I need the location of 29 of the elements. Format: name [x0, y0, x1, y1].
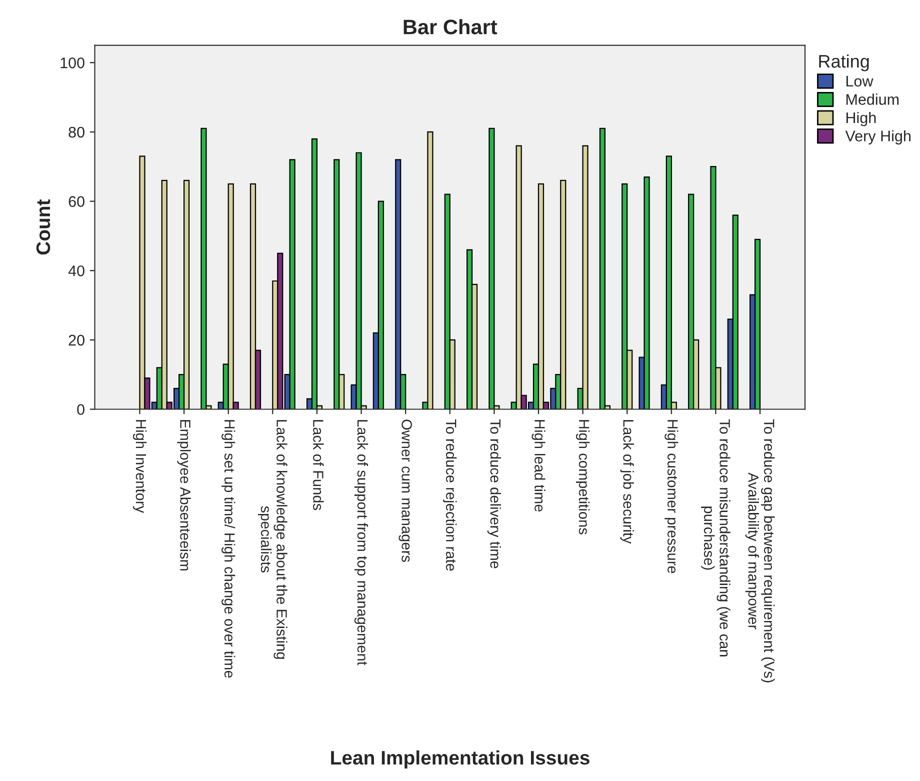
legend-label: Low	[846, 76, 874, 87]
y-tick-label: 60	[68, 196, 84, 207]
x-tick-label: To reduce rejection rate	[443, 419, 457, 571]
y-tick-label: 100	[60, 57, 84, 68]
legend-label: Medium	[846, 94, 899, 105]
y-tick-label: 20	[68, 334, 84, 346]
y-tick-label: 40	[68, 265, 84, 276]
x-tick-label: To reduce misunderstanding (we can purchase)	[701, 419, 730, 656]
x-tick-label: Owner cum managers	[398, 420, 412, 562]
x-axis-title: Lean Implementation Issues	[331, 750, 590, 769]
x-tick-label: Lack of Funds	[313, 420, 324, 510]
x-tick-label: To reduce gap between requirement (Vs) Availability of manpower	[745, 419, 775, 682]
x-tick-label: Lack of support from top management	[354, 420, 368, 666]
y-tick-label: 80	[68, 126, 84, 138]
y-tick-label: 0	[77, 404, 84, 415]
x-tick-label: Lack of job security	[620, 420, 634, 544]
y-axis-title: Count	[36, 199, 50, 255]
x-tick-label: High Inventory	[132, 420, 147, 513]
x-tick-label: High customer pressure	[664, 420, 678, 574]
x-tick-label: To reduce delivery time	[487, 419, 501, 568]
x-tick-label: Employee Absenteeism	[177, 420, 191, 570]
legend-title: Rating	[819, 54, 869, 72]
x-tick-label: Lack of knowledge about the Existing specialists	[258, 420, 288, 659]
legend-label: High	[846, 112, 876, 126]
x-tick-label: High competitions	[576, 420, 590, 534]
x-tick-label: High lead time	[532, 420, 546, 512]
chart-title: Bar Chart	[404, 19, 498, 34]
legend-label: Very High	[845, 130, 910, 144]
x-tick-label: High set up time/ High change over time	[222, 420, 236, 678]
